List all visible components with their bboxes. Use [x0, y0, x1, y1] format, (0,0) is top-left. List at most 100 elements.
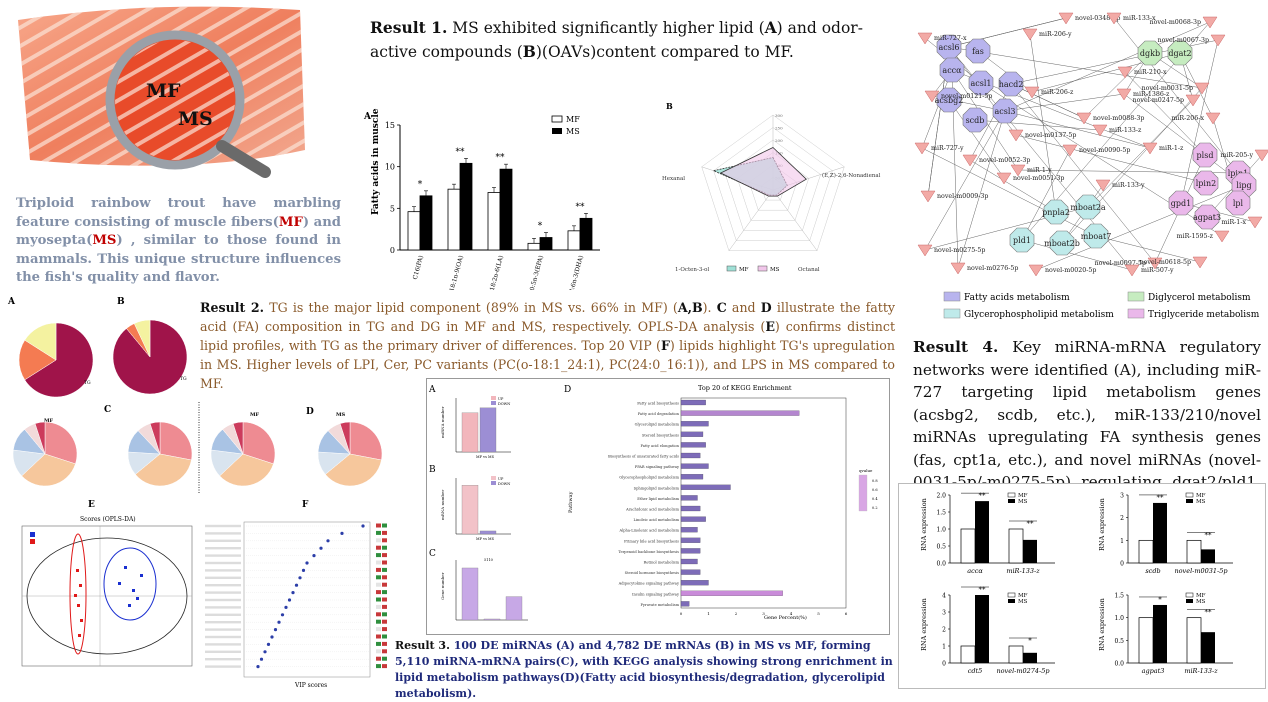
fa-significance: * — [418, 180, 423, 190]
lipid-class-pies: A B TG TG — [7, 297, 188, 398]
vip-lipid-name — [205, 606, 241, 609]
radar-legend-mf: MF — [739, 267, 749, 273]
kegg-category-label: Alpha-Linolenic acid metabolism — [618, 529, 679, 533]
pie-fa-slice — [21, 453, 76, 487]
qpcr-bar-mf — [1008, 528, 1024, 564]
vip-heat-cell — [376, 538, 381, 543]
fa-significance: ** — [456, 147, 466, 157]
fa-ytick-label: 10 — [385, 163, 395, 172]
kegg-bar — [680, 484, 731, 490]
vip-lipid-name — [205, 613, 241, 616]
kegg-bar — [680, 431, 704, 437]
vip-heat-cell — [382, 619, 387, 624]
mag-mf-label: MF — [146, 80, 181, 102]
net-edge — [1061, 87, 1203, 244]
mirna-node-label: miR-133-x — [1123, 15, 1156, 22]
qpcr-ytick-label: 0 — [1120, 561, 1124, 568]
qpcr-bar-mf — [960, 645, 976, 664]
qpcr-legend-mf-swatch — [1007, 592, 1016, 598]
mirna-node — [950, 262, 966, 275]
purple-node-label: acsl3 — [994, 107, 1015, 116]
kegg-xtick: 4 — [790, 611, 793, 616]
net-edge — [1021, 149, 1071, 241]
net-edge — [948, 99, 1005, 179]
mirna-node-label: novel-m0067-3p — [1158, 37, 1209, 44]
qpcr-gene-label: novel-m0031-5p — [1174, 567, 1228, 575]
fa-bar-mf — [527, 242, 541, 251]
vip-heat-cell — [376, 567, 381, 572]
pink-node — [1225, 190, 1251, 216]
vip-heat-cell — [382, 575, 387, 580]
pie-fa-slice — [34, 421, 46, 455]
kegg-xtick: 0 — [680, 611, 683, 616]
fa-bar-ms — [459, 162, 473, 251]
opls-point-ms — [136, 597, 139, 600]
green-node-label: dgkb — [1140, 49, 1160, 58]
fa-ytick-label: 0 — [390, 246, 395, 255]
mirna-b-legend-up: UP — [498, 477, 504, 481]
purple-node-label: acsl6 — [938, 43, 959, 52]
mirna-a-xlabel: MF vs MS — [476, 455, 495, 459]
vip-heat-cell — [376, 641, 381, 646]
qpcr-legend-mf-swatch — [1185, 592, 1194, 598]
vip-point — [301, 568, 306, 572]
fa-ytick-label: 15 — [385, 121, 395, 130]
pie-fa-slice — [232, 421, 244, 455]
kegg-category-label: Pyruvate metabolism — [640, 603, 679, 607]
kegg-category-label: Terpenoid backbone biosynthesis — [618, 550, 679, 554]
vip-point — [277, 620, 281, 624]
opls-point-ms — [128, 604, 131, 607]
mirna-node-label: novel-m0009-3p — [937, 193, 988, 200]
purple-node-label: acsl1 — [970, 79, 991, 88]
net-edge — [974, 119, 1101, 131]
vip-heat-cell — [382, 612, 387, 617]
mirna-node — [1116, 88, 1132, 101]
qpcr-ytick-label: 4 — [942, 593, 946, 600]
gene-bar — [505, 596, 523, 621]
vip-lipid-name — [205, 532, 241, 535]
qpcr-gene-label: cdt5 — [968, 667, 983, 675]
opls-ms-ellipse — [103, 547, 157, 621]
fa-significance: ** — [496, 153, 506, 163]
result3-text: Result 3. 100 DE miRNAs (A) and 4,782 DE… — [395, 639, 893, 700]
kegg-bar — [680, 399, 706, 406]
vip-heat-cell — [376, 656, 381, 661]
mirna-node-label: miR-727-y — [931, 145, 964, 152]
vip-lipid-name — [205, 547, 241, 550]
kegg-category-label: Glycerophospholipid metabolism — [619, 476, 679, 480]
vip-heat-cell — [376, 530, 381, 535]
fa-bar-mf — [407, 211, 421, 251]
legend-gp: Glycerophospholipid metabolism — [964, 310, 1114, 320]
mirna-node — [1106, 12, 1122, 25]
qpcr-bar-mf — [1138, 539, 1154, 564]
kegg-legend-3: 0.2 — [872, 506, 878, 510]
vip-heat-cell — [382, 604, 387, 609]
green-node-label: dgat2 — [1168, 49, 1191, 58]
radar-legend-mf-swatch — [726, 265, 737, 272]
net-edge — [1010, 83, 1156, 264]
pie-fa-slice — [324, 453, 382, 487]
radar-axis-nonadienal: (E,Z)-2,6-Nonadienal — [822, 172, 881, 179]
legend-tg-swatch — [1127, 308, 1145, 319]
fa-ylabel: Fatty acids in muscle — [371, 108, 381, 215]
radar-ring-label: 250 — [775, 126, 783, 131]
mirna-node-label: miR-133-z — [1109, 127, 1142, 134]
qpcr-ytick-label: 2 — [942, 627, 946, 634]
kegg-category-label: Linoleic acid metabolism — [634, 518, 680, 522]
qpcr-sig: ** — [1205, 531, 1213, 539]
pie-c-title: MF — [44, 418, 54, 424]
purple-node-label: hacd2 — [999, 80, 1024, 89]
qpcr-ytick-label: 1.5 — [1114, 593, 1124, 600]
vip-heat-cell — [376, 664, 381, 669]
mirna-node-label: miR-206-z — [1041, 89, 1074, 96]
qpcr-sig: ** — [1157, 494, 1165, 502]
purple-node — [939, 57, 965, 83]
pink-node — [1192, 142, 1218, 168]
kegg-legend-0: 0.8 — [872, 479, 878, 483]
kegg-bar — [680, 580, 709, 586]
vip-heat-cell — [376, 582, 381, 587]
mirna-node-label: miR-1386-z — [1133, 91, 1170, 98]
mirna-node — [1185, 94, 1201, 107]
mirna-node — [1147, 257, 1163, 270]
